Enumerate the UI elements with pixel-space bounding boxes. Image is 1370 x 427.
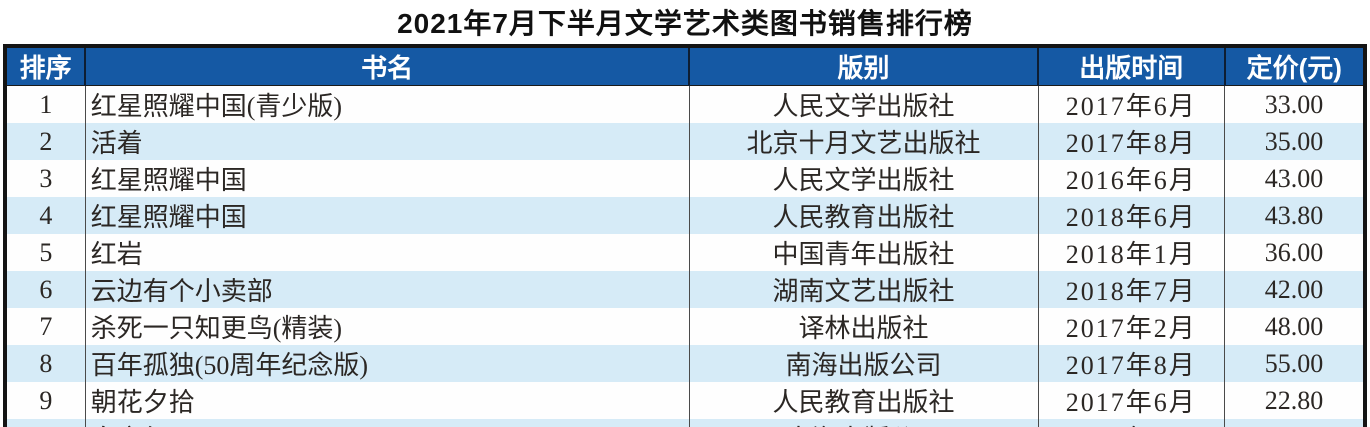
cell-publisher: 南海出版公司: [688, 419, 1039, 427]
cell-price: 33.00: [1224, 85, 1365, 123]
cell-book: 红星照耀中国: [84, 160, 689, 197]
cell-rank: 10: [5, 419, 85, 427]
table-row: 3 红星照耀中国 人民文学出版社 2016年6月 43.00: [5, 160, 1365, 197]
cell-book: 白夜行: [84, 419, 689, 427]
cell-rank: 4: [39, 200, 53, 230]
cell-book: 朝花夕拾: [84, 382, 689, 419]
cell-rank: 5: [39, 237, 53, 267]
cell-date: 2017年7月: [1037, 419, 1225, 427]
cell-rank: 6: [39, 274, 53, 304]
cell-book: 百年孤独(50周年纪念版): [84, 345, 689, 382]
column-header-publisher: 版别: [687, 46, 1039, 86]
cell-rank: 2: [39, 126, 53, 156]
cell-date: 2017年6月: [1037, 85, 1225, 123]
column-header-rank: 排序: [5, 46, 86, 86]
table-header: 排序 书名 版别 出版时间 定价(元): [5, 46, 1365, 86]
cell-book: 红星照耀中国(青少版): [84, 85, 689, 123]
table-row: 6 云边有个小卖部 湖南文艺出版社 2018年7月 42.00: [5, 271, 1365, 308]
table-row: 5 红岩 中国青年出版社 2018年1月 36.00: [5, 234, 1365, 271]
cell-price: 43.00: [1224, 160, 1365, 197]
cell-publisher: 北京十月文艺出版社: [688, 123, 1039, 160]
cell-price: 42.00: [1224, 271, 1365, 308]
page-title: 2021年7月下半月文学艺术类图书销售排行榜: [397, 8, 973, 39]
book-sales-ranking-table: 排序 书名 版别 出版时间 定价(元) 1 红星照耀中国(青少版) 人民文学出版…: [3, 44, 1367, 427]
cell-publisher: 译林出版社: [688, 308, 1039, 345]
cell-rank: 1: [39, 89, 53, 119]
cell-rank: 9: [39, 385, 53, 415]
cell-publisher: 中国青年出版社: [688, 234, 1039, 271]
cell-book: 杀死一只知更鸟(精装): [84, 308, 689, 345]
cell-date: 2017年2月: [1037, 308, 1225, 345]
cell-publisher: 人民文学出版社: [688, 85, 1039, 123]
column-header-book: 书名: [84, 46, 689, 86]
table-body: 1 红星照耀中国(青少版) 人民文学出版社 2017年6月 33.00 2 活着…: [5, 85, 1365, 427]
cell-publisher: 人民文学出版社: [688, 160, 1039, 197]
table-row: 4 红星照耀中国 人民教育出版社 2018年6月 43.80: [5, 197, 1365, 234]
cell-rank: 3: [39, 163, 53, 193]
cell-date: 2018年6月: [1037, 197, 1225, 234]
cell-date: 2018年1月: [1037, 234, 1225, 271]
table-row: 7 杀死一只知更鸟(精装) 译林出版社 2017年2月 48.00: [5, 308, 1365, 345]
table-row: 8 百年孤独(50周年纪念版) 南海出版公司 2017年8月 55.00: [5, 345, 1365, 382]
cell-rank: 7: [39, 311, 53, 341]
cell-book: 云边有个小卖部: [84, 271, 689, 308]
cell-rank: 8: [39, 348, 53, 378]
cell-price: 36.00: [1224, 234, 1365, 271]
cell-date: 2017年8月: [1037, 123, 1225, 160]
cell-price: 22.80: [1224, 382, 1365, 419]
cell-price: 59.60: [1224, 419, 1365, 427]
table-row: 10 白夜行 南海出版公司 2017年7月 59.60: [5, 419, 1365, 427]
cell-price: 35.00: [1224, 123, 1365, 160]
header-row: 排序 书名 版别 出版时间 定价(元): [5, 46, 1365, 86]
cell-publisher: 人民教育出版社: [688, 382, 1039, 419]
cell-book: 活着: [84, 123, 689, 160]
column-header-date: 出版时间: [1037, 46, 1225, 86]
cell-book: 红星照耀中国: [84, 197, 689, 234]
cell-price: 55.00: [1224, 345, 1365, 382]
table-row: 9 朝花夕拾 人民教育出版社 2017年6月 22.80: [5, 382, 1365, 419]
cell-price: 48.00: [1224, 308, 1365, 345]
table-row: 2 活着 北京十月文艺出版社 2017年8月 35.00: [5, 123, 1365, 160]
cell-book: 红岩: [84, 234, 689, 271]
cell-date: 2017年6月: [1037, 382, 1225, 419]
table-row: 1 红星照耀中国(青少版) 人民文学出版社 2017年6月 33.00: [5, 85, 1365, 123]
cell-date: 2018年7月: [1037, 271, 1225, 308]
cell-date: 2017年8月: [1037, 345, 1225, 382]
cell-price: 43.80: [1224, 197, 1365, 234]
cell-publisher: 人民教育出版社: [688, 197, 1039, 234]
cell-publisher: 南海出版公司: [688, 345, 1039, 382]
cell-publisher: 湖南文艺出版社: [688, 271, 1039, 308]
cell-date: 2016年6月: [1037, 160, 1225, 197]
column-header-price: 定价(元): [1223, 46, 1365, 86]
